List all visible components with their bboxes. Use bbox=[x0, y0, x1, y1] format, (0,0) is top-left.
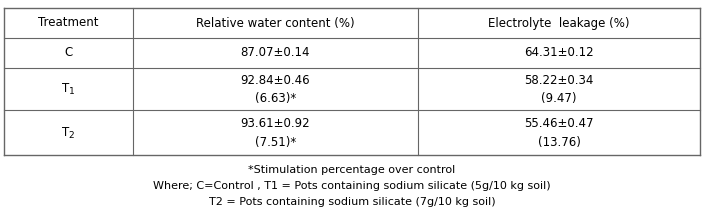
Text: 58.22±0.34: 58.22±0.34 bbox=[524, 74, 593, 87]
Text: 1: 1 bbox=[68, 88, 74, 97]
Text: 92.84±0.46: 92.84±0.46 bbox=[241, 74, 310, 87]
Text: 87.07±0.14: 87.07±0.14 bbox=[241, 46, 310, 59]
Text: Treatment: Treatment bbox=[38, 17, 99, 29]
Text: C: C bbox=[64, 46, 73, 59]
Text: T: T bbox=[62, 83, 69, 96]
Text: (7.51)*: (7.51)* bbox=[255, 136, 296, 149]
Text: *Stimulation percentage over control: *Stimulation percentage over control bbox=[249, 165, 455, 175]
Text: T: T bbox=[62, 126, 69, 139]
Text: 93.61±0.92: 93.61±0.92 bbox=[241, 117, 310, 130]
Text: T2 = Pots containing sodium silicate (7g/10 kg soil): T2 = Pots containing sodium silicate (7g… bbox=[208, 197, 496, 207]
Text: (13.76): (13.76) bbox=[538, 136, 581, 149]
Text: 55.46±0.47: 55.46±0.47 bbox=[524, 117, 593, 130]
Text: 2: 2 bbox=[68, 131, 74, 140]
Text: Electrolyte  leakage (%): Electrolyte leakage (%) bbox=[489, 17, 630, 29]
Text: (9.47): (9.47) bbox=[541, 92, 577, 105]
Text: Where; C=Control , T1 = Pots containing sodium silicate (5g/10 kg soil): Where; C=Control , T1 = Pots containing … bbox=[153, 181, 551, 191]
Text: 64.31±0.12: 64.31±0.12 bbox=[524, 46, 594, 59]
Text: (6.63)*: (6.63)* bbox=[255, 92, 296, 105]
Text: Relative water content (%): Relative water content (%) bbox=[196, 17, 355, 29]
